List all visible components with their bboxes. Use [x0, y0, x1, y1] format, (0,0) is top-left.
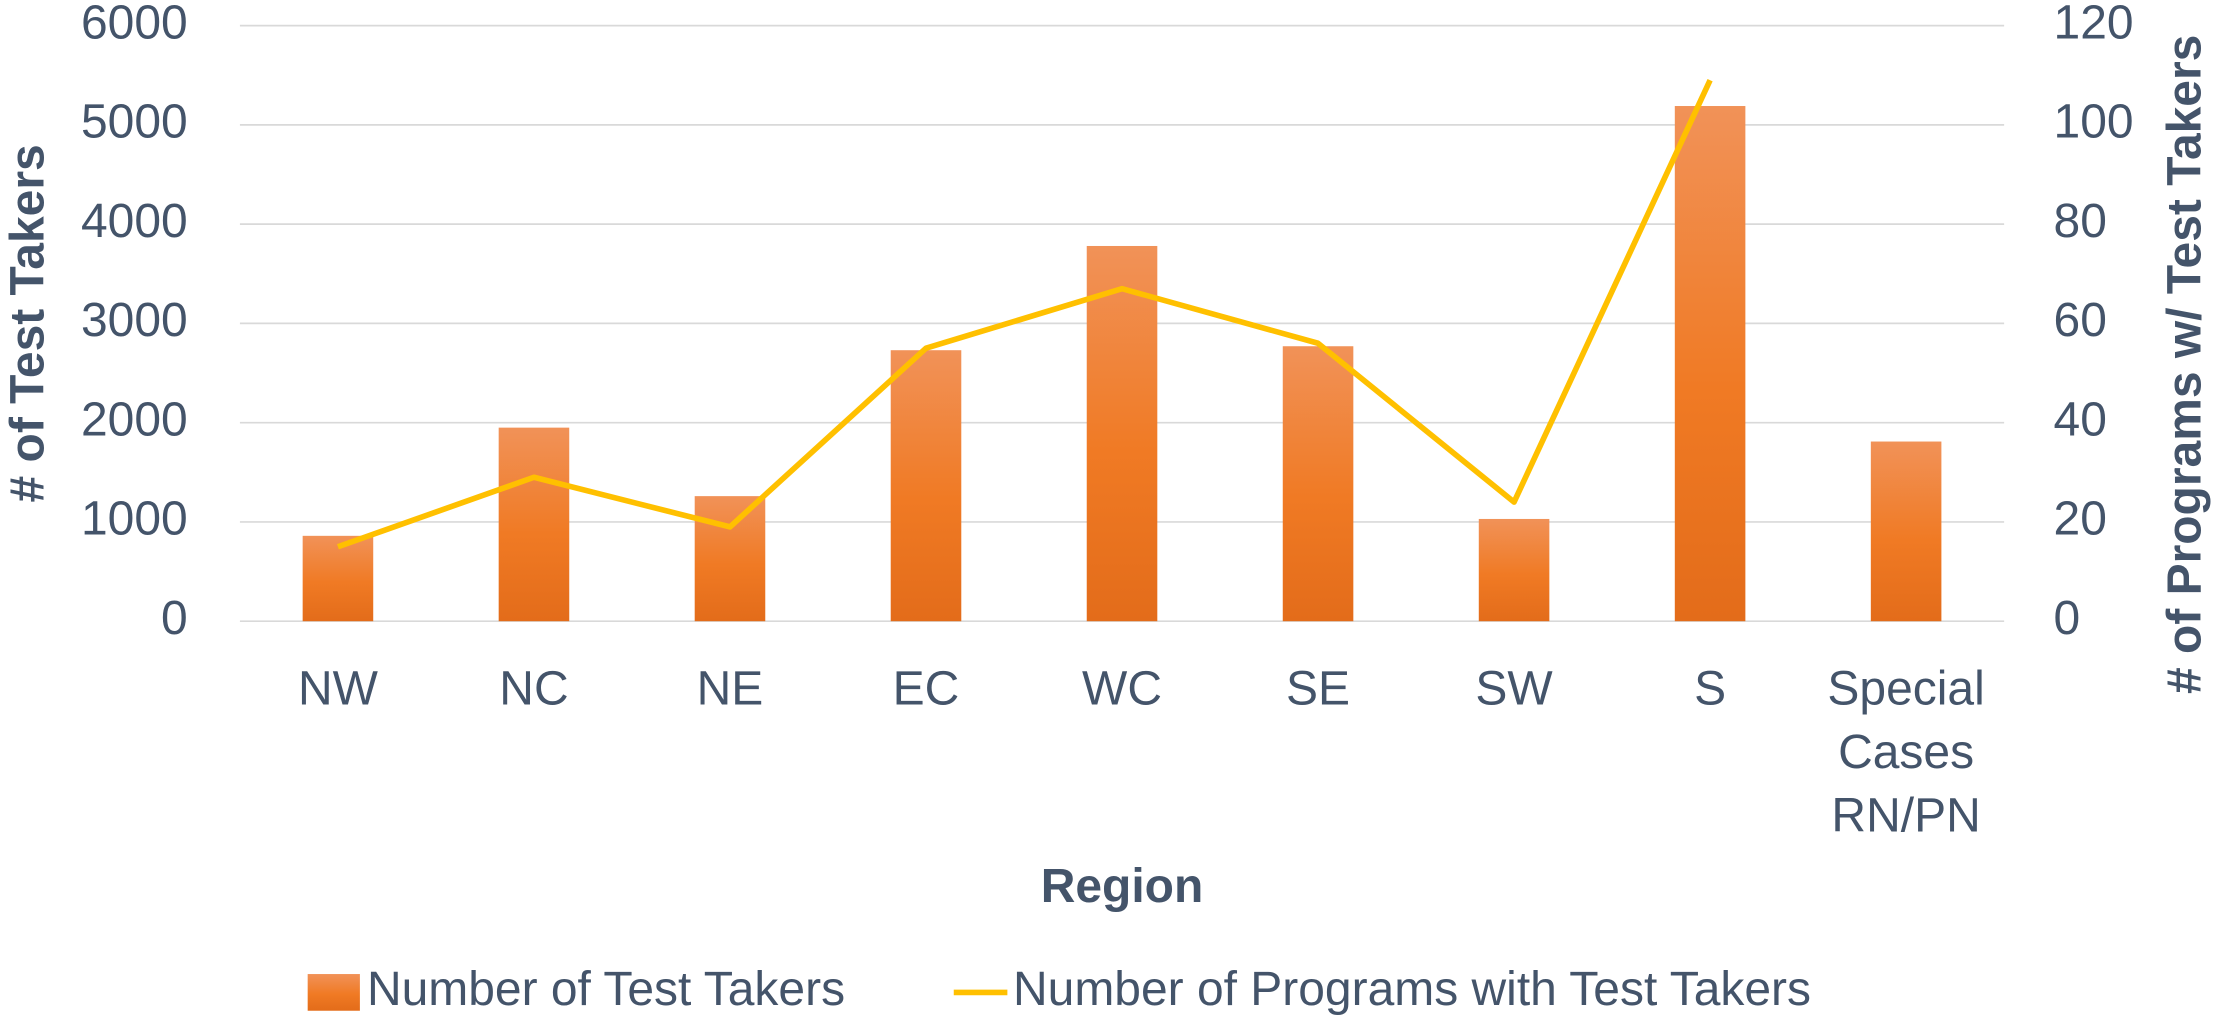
x-tick-label: SW [1475, 662, 1553, 716]
x-tick-label: NE [696, 662, 764, 716]
legend-label: Number of Test Takers [367, 963, 845, 1016]
y2-tick-label: 20 [2054, 493, 2107, 546]
x-tick-label-box: WC [1082, 662, 1163, 716]
bar [1870, 441, 1942, 622]
x-axis-title: Region [1041, 860, 1204, 913]
x-tick-label-box: S [1694, 662, 1727, 716]
bar [890, 350, 962, 622]
y-tick-label: 0 [161, 592, 188, 645]
bar [1478, 518, 1550, 622]
line [336, 79, 1713, 550]
y2-tick-label: 100 [2054, 96, 2134, 149]
y-tick-label: 5000 [81, 96, 188, 149]
x-tick-label-box: Special Cases RN/PN [1827, 662, 1985, 843]
bar [1282, 346, 1354, 622]
legend-label: Number of Programs with Test Takers [1013, 963, 1811, 1016]
y-tick-label: 6000 [81, 0, 188, 49]
x-tick-label: WC [1082, 662, 1163, 716]
x-tick-label: S [1694, 662, 1727, 716]
y2-tick-label: 120 [2054, 0, 2134, 49]
y2-tick-label: 40 [2054, 393, 2107, 446]
x-tick-label: Special Cases RN/PN [1827, 662, 1985, 843]
x-tick-label: SE [1286, 662, 1351, 716]
y-axis-title: # of Test Takers [2, 144, 55, 502]
x-tick-label-box: SW [1475, 662, 1553, 716]
x-tick-label: EC [892, 662, 960, 716]
bar [1086, 245, 1158, 622]
x-tick-label-box: SE [1286, 662, 1351, 716]
y-tick-label: 1000 [81, 493, 188, 546]
bar [694, 496, 766, 622]
y2-tick-label: 60 [2054, 294, 2107, 347]
y2-tick-label: 80 [2054, 195, 2107, 248]
x-tick-label-box: NC [499, 662, 569, 716]
marks [302, 79, 1942, 622]
x-tick-label: NC [499, 662, 569, 716]
y-tick-label: 2000 [81, 393, 188, 446]
x-tick-label-box: EC [892, 662, 960, 716]
bar [1674, 106, 1746, 622]
bar [498, 427, 570, 622]
legend-swatch [307, 974, 360, 1011]
x-tick-label: NW [297, 662, 378, 716]
y-tick-label: 3000 [81, 294, 188, 347]
y2-axis-title: # of Programs w/ Test Takers [2158, 35, 2211, 694]
bar [302, 535, 374, 622]
y2-tick-label: 0 [2054, 592, 2081, 645]
y-tick-label: 4000 [81, 195, 188, 248]
x-tick-label-box: NW [297, 662, 378, 716]
x-tick-label-box: NE [696, 662, 764, 716]
